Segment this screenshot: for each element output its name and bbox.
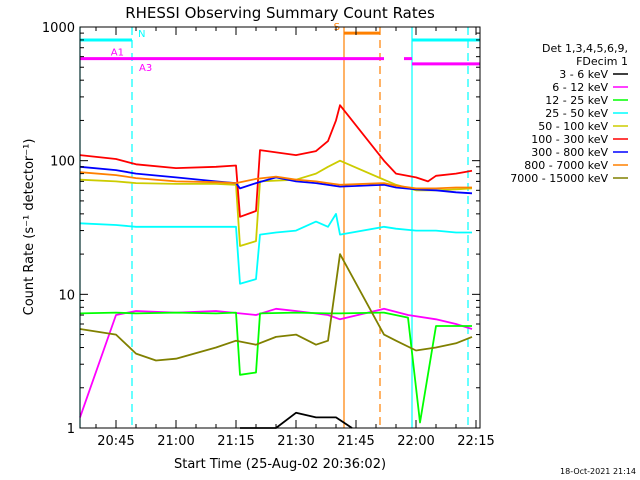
legend-header: FDecim 1 bbox=[576, 55, 628, 68]
y-tick-label: 10 bbox=[58, 288, 75, 303]
x-axis-label: Start Time (25-Aug-02 20:36:02) bbox=[174, 457, 386, 472]
flag-label-s: S bbox=[334, 22, 340, 33]
series-line-2 bbox=[79, 307, 473, 418]
legend-label-3: 12 - 25 keV bbox=[545, 94, 608, 107]
legend-label-1: 3 - 6 keV bbox=[559, 68, 608, 81]
series-line-6 bbox=[79, 104, 473, 218]
chart-title: RHESSI Observing Summary Count Rates bbox=[125, 4, 435, 22]
y-tick-label: 1000 bbox=[42, 21, 75, 36]
timestamp: 18-Oct-2021 21:14 bbox=[560, 467, 636, 476]
series-line-4 bbox=[79, 212, 472, 285]
y-axis-label: Count Rate (s⁻¹ detector⁻¹) bbox=[22, 139, 37, 316]
flag-label-a1: A1 bbox=[111, 48, 124, 59]
x-tick-label: 21:15 bbox=[217, 434, 254, 449]
legend-label-9: 7000 - 15000 keV bbox=[510, 172, 608, 185]
legend-label-7: 300 - 800 keV bbox=[531, 146, 608, 159]
axes: 1 10 100 1000 20:45 21:00 21:15 21:30 21:45 22:00… bbox=[42, 21, 495, 449]
x-tick-label: 20:45 bbox=[97, 434, 134, 449]
flag-label-n: N bbox=[138, 29, 145, 40]
flag-label-a3: A3 bbox=[139, 63, 152, 74]
legend-label-5: 50 - 100 keV bbox=[538, 120, 608, 133]
y-tick-label: 1 bbox=[67, 422, 75, 437]
legend-label-8: 800 - 7000 keV bbox=[524, 159, 608, 172]
x-tick-label: 21:00 bbox=[157, 434, 194, 449]
legend-label-4: 25 - 50 keV bbox=[545, 107, 608, 120]
legend-label-2: 6 - 12 keV bbox=[552, 81, 608, 94]
legend-label-6: 100 - 300 keV bbox=[531, 133, 608, 146]
x-tick-label: 21:30 bbox=[277, 434, 314, 449]
y-tick-label: 100 bbox=[50, 155, 75, 170]
series-line-7 bbox=[79, 165, 473, 195]
legend-header: Det 1,3,4,5,6,9, bbox=[542, 42, 628, 55]
plot-frame bbox=[79, 26, 481, 429]
x-tick-label: 21:45 bbox=[337, 434, 374, 449]
x-tick-label: 22:15 bbox=[457, 434, 494, 449]
x-tick-label: 22:00 bbox=[397, 434, 434, 449]
series-line-8 bbox=[79, 171, 472, 190]
series-line-3 bbox=[79, 311, 472, 424]
series-line-9 bbox=[79, 253, 473, 362]
